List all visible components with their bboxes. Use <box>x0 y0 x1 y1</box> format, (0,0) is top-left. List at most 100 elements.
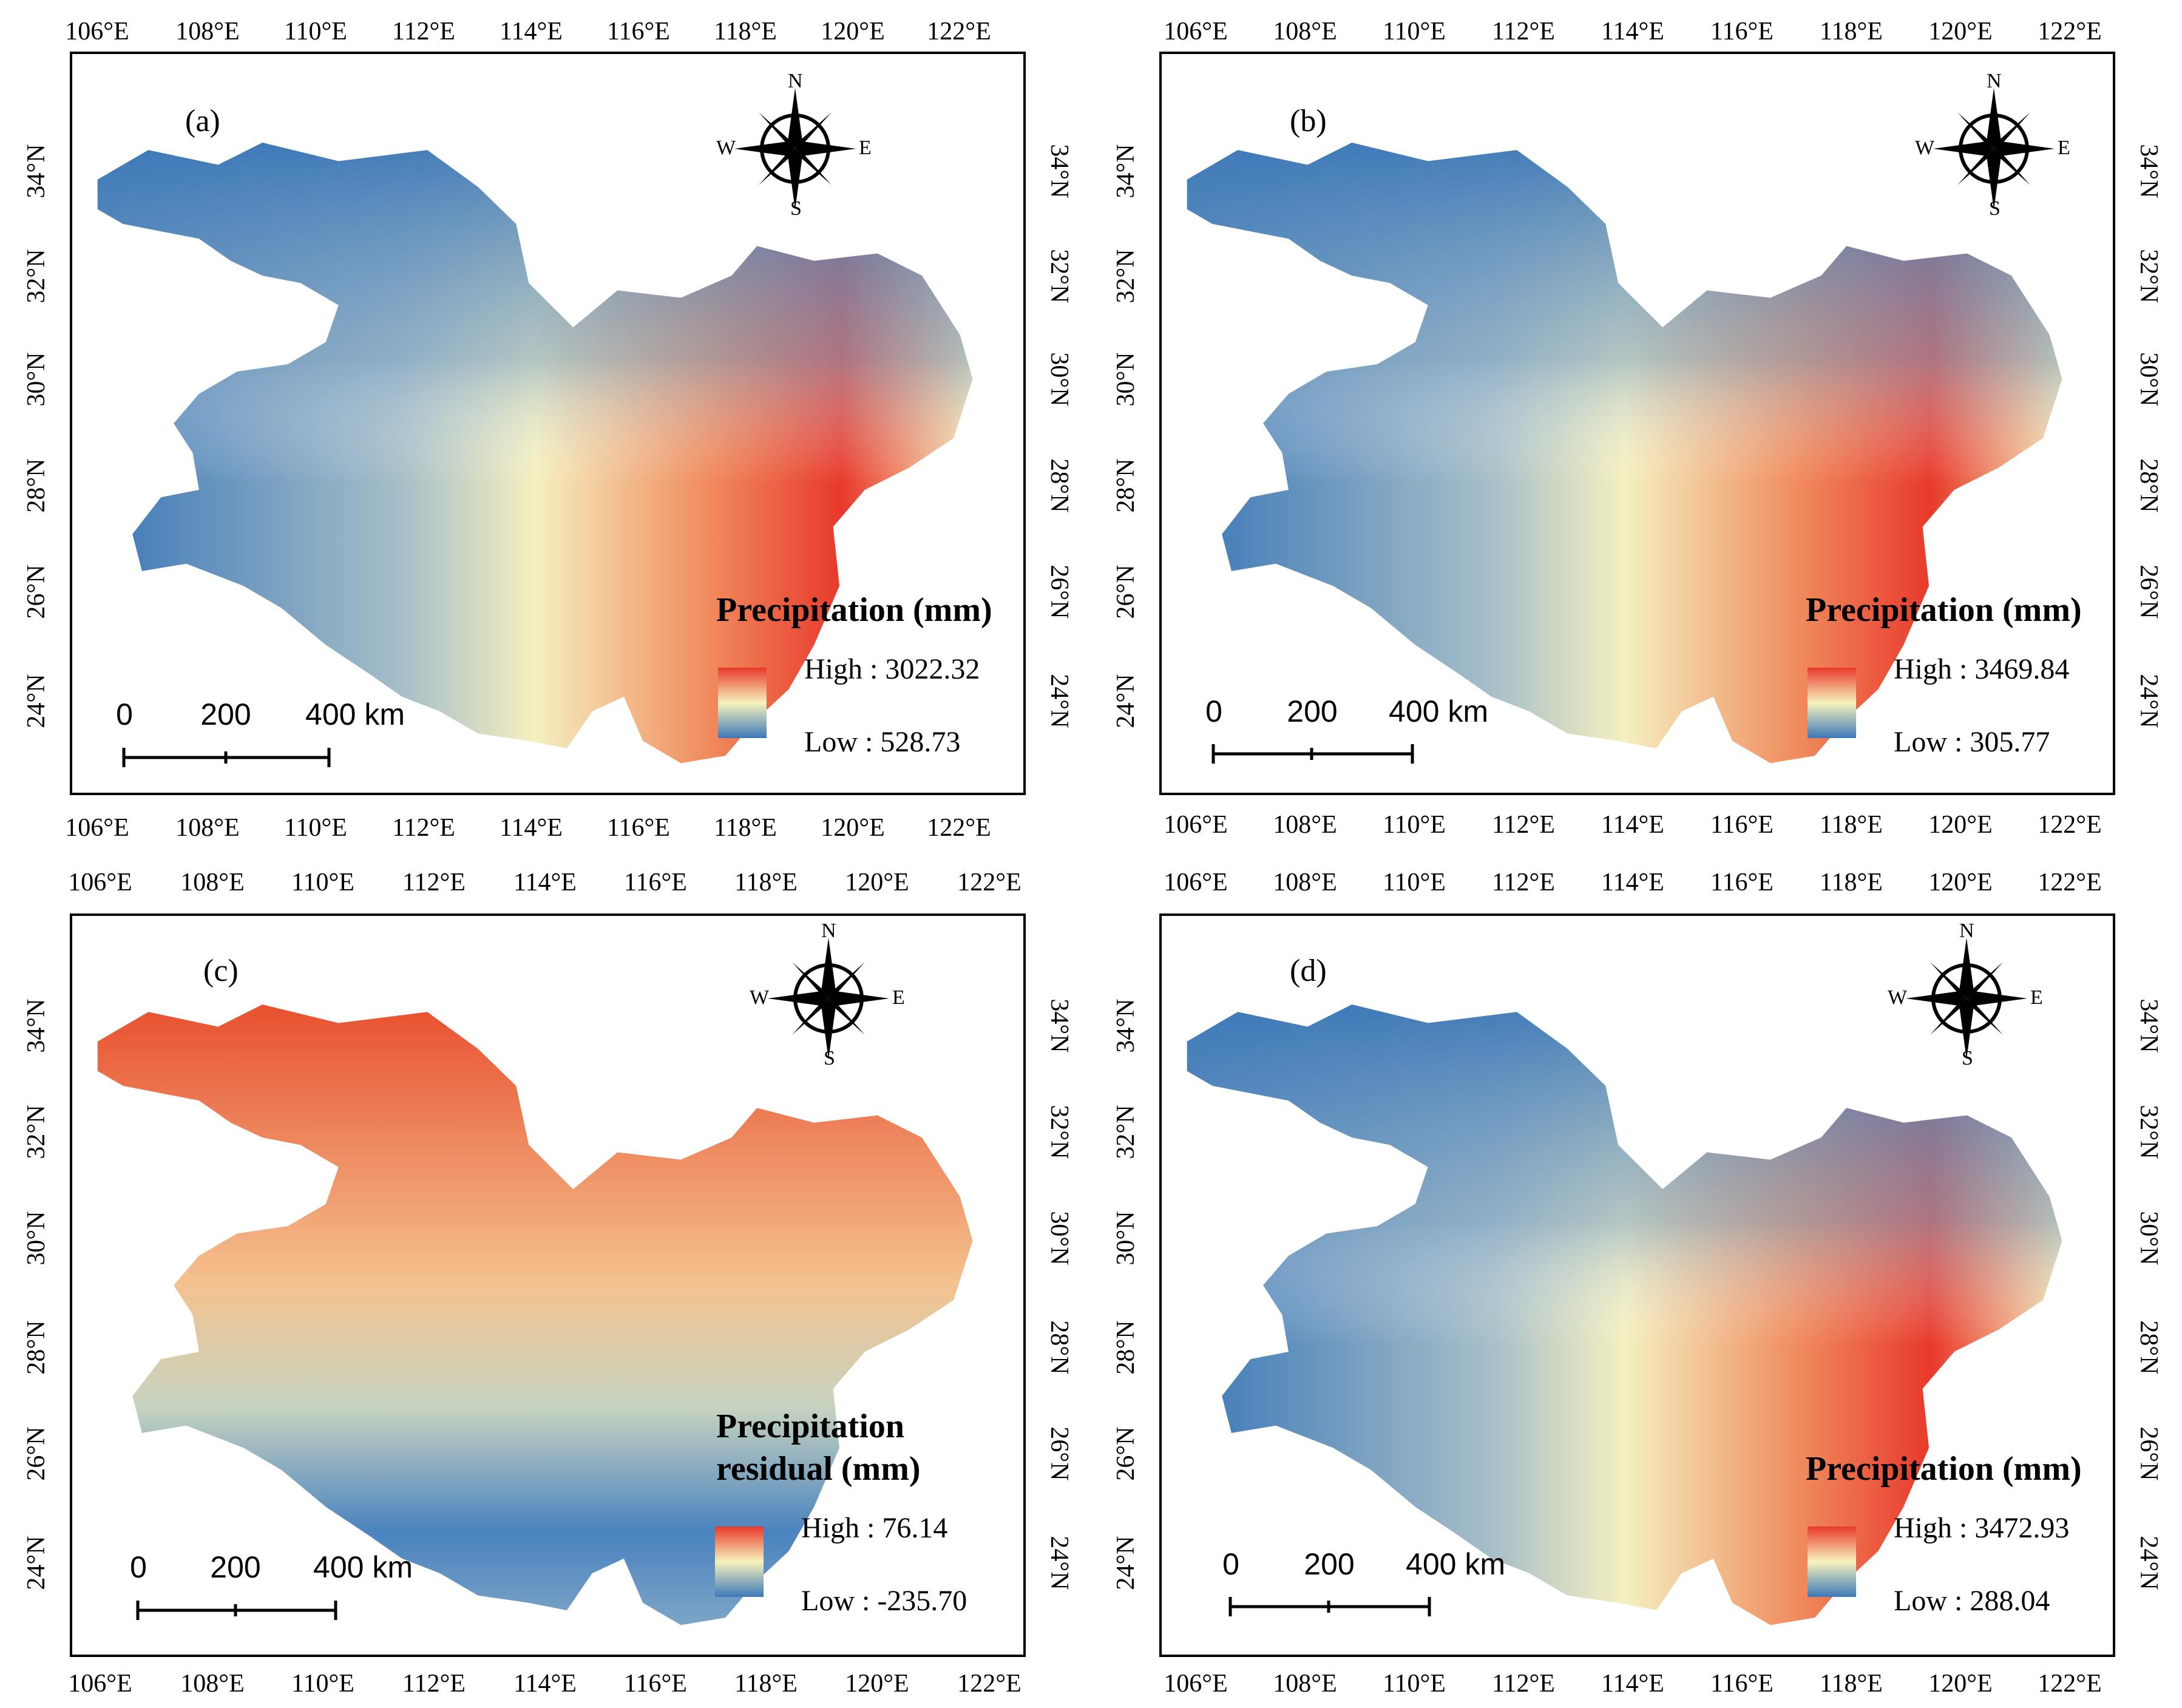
lon-tick: 112°E <box>392 18 455 46</box>
lat-tick: 30°N <box>2135 352 2163 407</box>
lon-tick: 108°E <box>175 18 240 46</box>
lat-tick: 30°N <box>2135 1211 2163 1266</box>
lon-tick: 116°E <box>624 869 687 896</box>
lon-tick: 112°E <box>1492 1670 1555 1698</box>
compass-n: N <box>821 920 836 942</box>
lat-tick: 32°N <box>2135 1105 2163 1159</box>
panel-label: (a) <box>185 104 220 138</box>
panel-d: (d) N S W E Precipitation (mm) High : 34… <box>1089 853 2176 1706</box>
lon-tick: 120°E <box>821 18 885 46</box>
map-frame <box>70 913 1026 1657</box>
lon-tick: 120°E <box>1928 811 1993 839</box>
lat-tick: 26°N <box>22 1426 50 1481</box>
lon-tick: 122°E <box>2038 811 2102 839</box>
lon-tick: 108°E <box>180 1670 245 1698</box>
lon-tick: 110°E <box>1383 1670 1446 1698</box>
lon-tick: 116°E <box>1710 869 1774 896</box>
lat-tick: 24°N <box>2135 674 2163 728</box>
compass-n: N <box>788 70 803 92</box>
lon-tick: 108°E <box>1273 1670 1337 1698</box>
scale-zero: 0 <box>130 1550 147 1584</box>
lon-tick: 106°E <box>1164 811 1228 839</box>
legend-low: Low : 288.04 <box>1894 1585 2050 1617</box>
lat-tick: 32°N <box>1045 1105 1073 1159</box>
compass-w: W <box>750 986 770 1009</box>
lon-tick: 112°E <box>402 869 466 896</box>
lon-tick: 118°E <box>1820 1670 1883 1698</box>
compass-e: E <box>2058 137 2070 159</box>
lat-tick: 30°N <box>22 1211 50 1266</box>
lon-tick: 118°E <box>1820 811 1883 839</box>
scale-mid: 200 <box>210 1550 261 1584</box>
lon-tick: 122°E <box>927 814 991 842</box>
lat-tick: 32°N <box>22 249 50 303</box>
lon-tick: 120°E <box>845 869 909 896</box>
lon-tick: 106°E <box>1164 1670 1228 1698</box>
lat-tick: 32°N <box>2135 249 2163 303</box>
lat-tick: 34°N <box>2135 998 2163 1053</box>
scale-bar <box>1211 744 1414 764</box>
lat-tick: 34°N <box>1045 998 1073 1053</box>
lon-tick: 114°E <box>513 869 577 896</box>
compass-w: W <box>1915 137 1935 159</box>
lon-tick: 106°E <box>65 814 129 842</box>
scale-bar <box>1228 1597 1431 1616</box>
legend-title: Precipitation <box>716 1408 905 1445</box>
lat-tick: 28°N <box>2135 458 2163 513</box>
lat-tick: 28°N <box>1045 1320 1073 1375</box>
lat-tick: 32°N <box>22 1105 50 1159</box>
legend-high: High : 3472.93 <box>1894 1512 2070 1544</box>
lat-tick: 34°N <box>1045 144 1073 198</box>
lon-tick: 118°E <box>1820 18 1883 46</box>
lon-tick: 112°E <box>402 1670 466 1698</box>
lon-tick: 114°E <box>1601 869 1664 896</box>
legend-colorbar <box>1808 668 1856 738</box>
lat-tick: 24°N <box>22 674 50 728</box>
scale-end: 400 km <box>305 697 405 731</box>
legend-low: Low : 305.77 <box>1894 726 2050 758</box>
lon-tick: 108°E <box>1273 869 1337 896</box>
lat-tick: 24°N <box>1045 674 1073 728</box>
lon-tick: 116°E <box>1710 811 1774 839</box>
compass-w: W <box>1888 986 1908 1009</box>
lat-tick: 28°N <box>1112 458 1140 513</box>
compass-n: N <box>1987 70 2002 92</box>
lat-tick: 24°N <box>1112 1536 1140 1590</box>
scale-zero: 0 <box>1205 694 1222 728</box>
map-frame <box>1159 52 2115 795</box>
legend-low: Low : -235.70 <box>801 1585 967 1617</box>
scale-bar <box>136 1601 337 1620</box>
lat-tick: 28°N <box>1112 1320 1140 1375</box>
lon-tick: 118°E <box>714 18 777 46</box>
lat-tick: 30°N <box>1112 1211 1140 1266</box>
lat-tick: 34°N <box>2135 144 2163 198</box>
lon-tick: 112°E <box>1492 869 1555 896</box>
lat-tick: 32°N <box>1045 249 1073 303</box>
lon-tick: 122°E <box>2038 1670 2102 1698</box>
compass-s: S <box>824 1047 835 1069</box>
compass-s: S <box>1989 197 2001 220</box>
compass-e: E <box>892 986 905 1009</box>
lat-tick: 28°N <box>1045 458 1073 513</box>
scale-end: 400 km <box>1406 1547 1505 1581</box>
lon-tick: 108°E <box>1273 811 1337 839</box>
lon-tick: 116°E <box>607 18 670 46</box>
scale-mid: 200 <box>1304 1547 1355 1581</box>
compass-rose-icon: N S W E <box>1888 920 2043 1071</box>
lon-tick: 114°E <box>500 18 563 46</box>
lon-tick: 108°E <box>180 869 245 896</box>
panel-label: (b) <box>1290 104 1327 138</box>
lon-tick: 122°E <box>2038 18 2102 46</box>
lat-tick: 24°N <box>22 1536 50 1590</box>
panel-c: (c) N S W E Precipitation residual (mm) … <box>0 853 1086 1706</box>
scale-zero: 0 <box>116 697 133 731</box>
lat-tick: 32°N <box>1112 249 1140 303</box>
lat-tick: 32°N <box>1112 1105 1140 1159</box>
lon-tick: 122°E <box>2038 869 2102 896</box>
lat-tick: 26°N <box>1045 564 1073 619</box>
lon-tick: 114°E <box>500 814 563 842</box>
map-frame <box>1159 913 2115 1657</box>
panel-label: (c) <box>203 954 239 988</box>
lon-tick: 116°E <box>624 1670 687 1698</box>
lon-tick: 112°E <box>1492 18 1555 46</box>
